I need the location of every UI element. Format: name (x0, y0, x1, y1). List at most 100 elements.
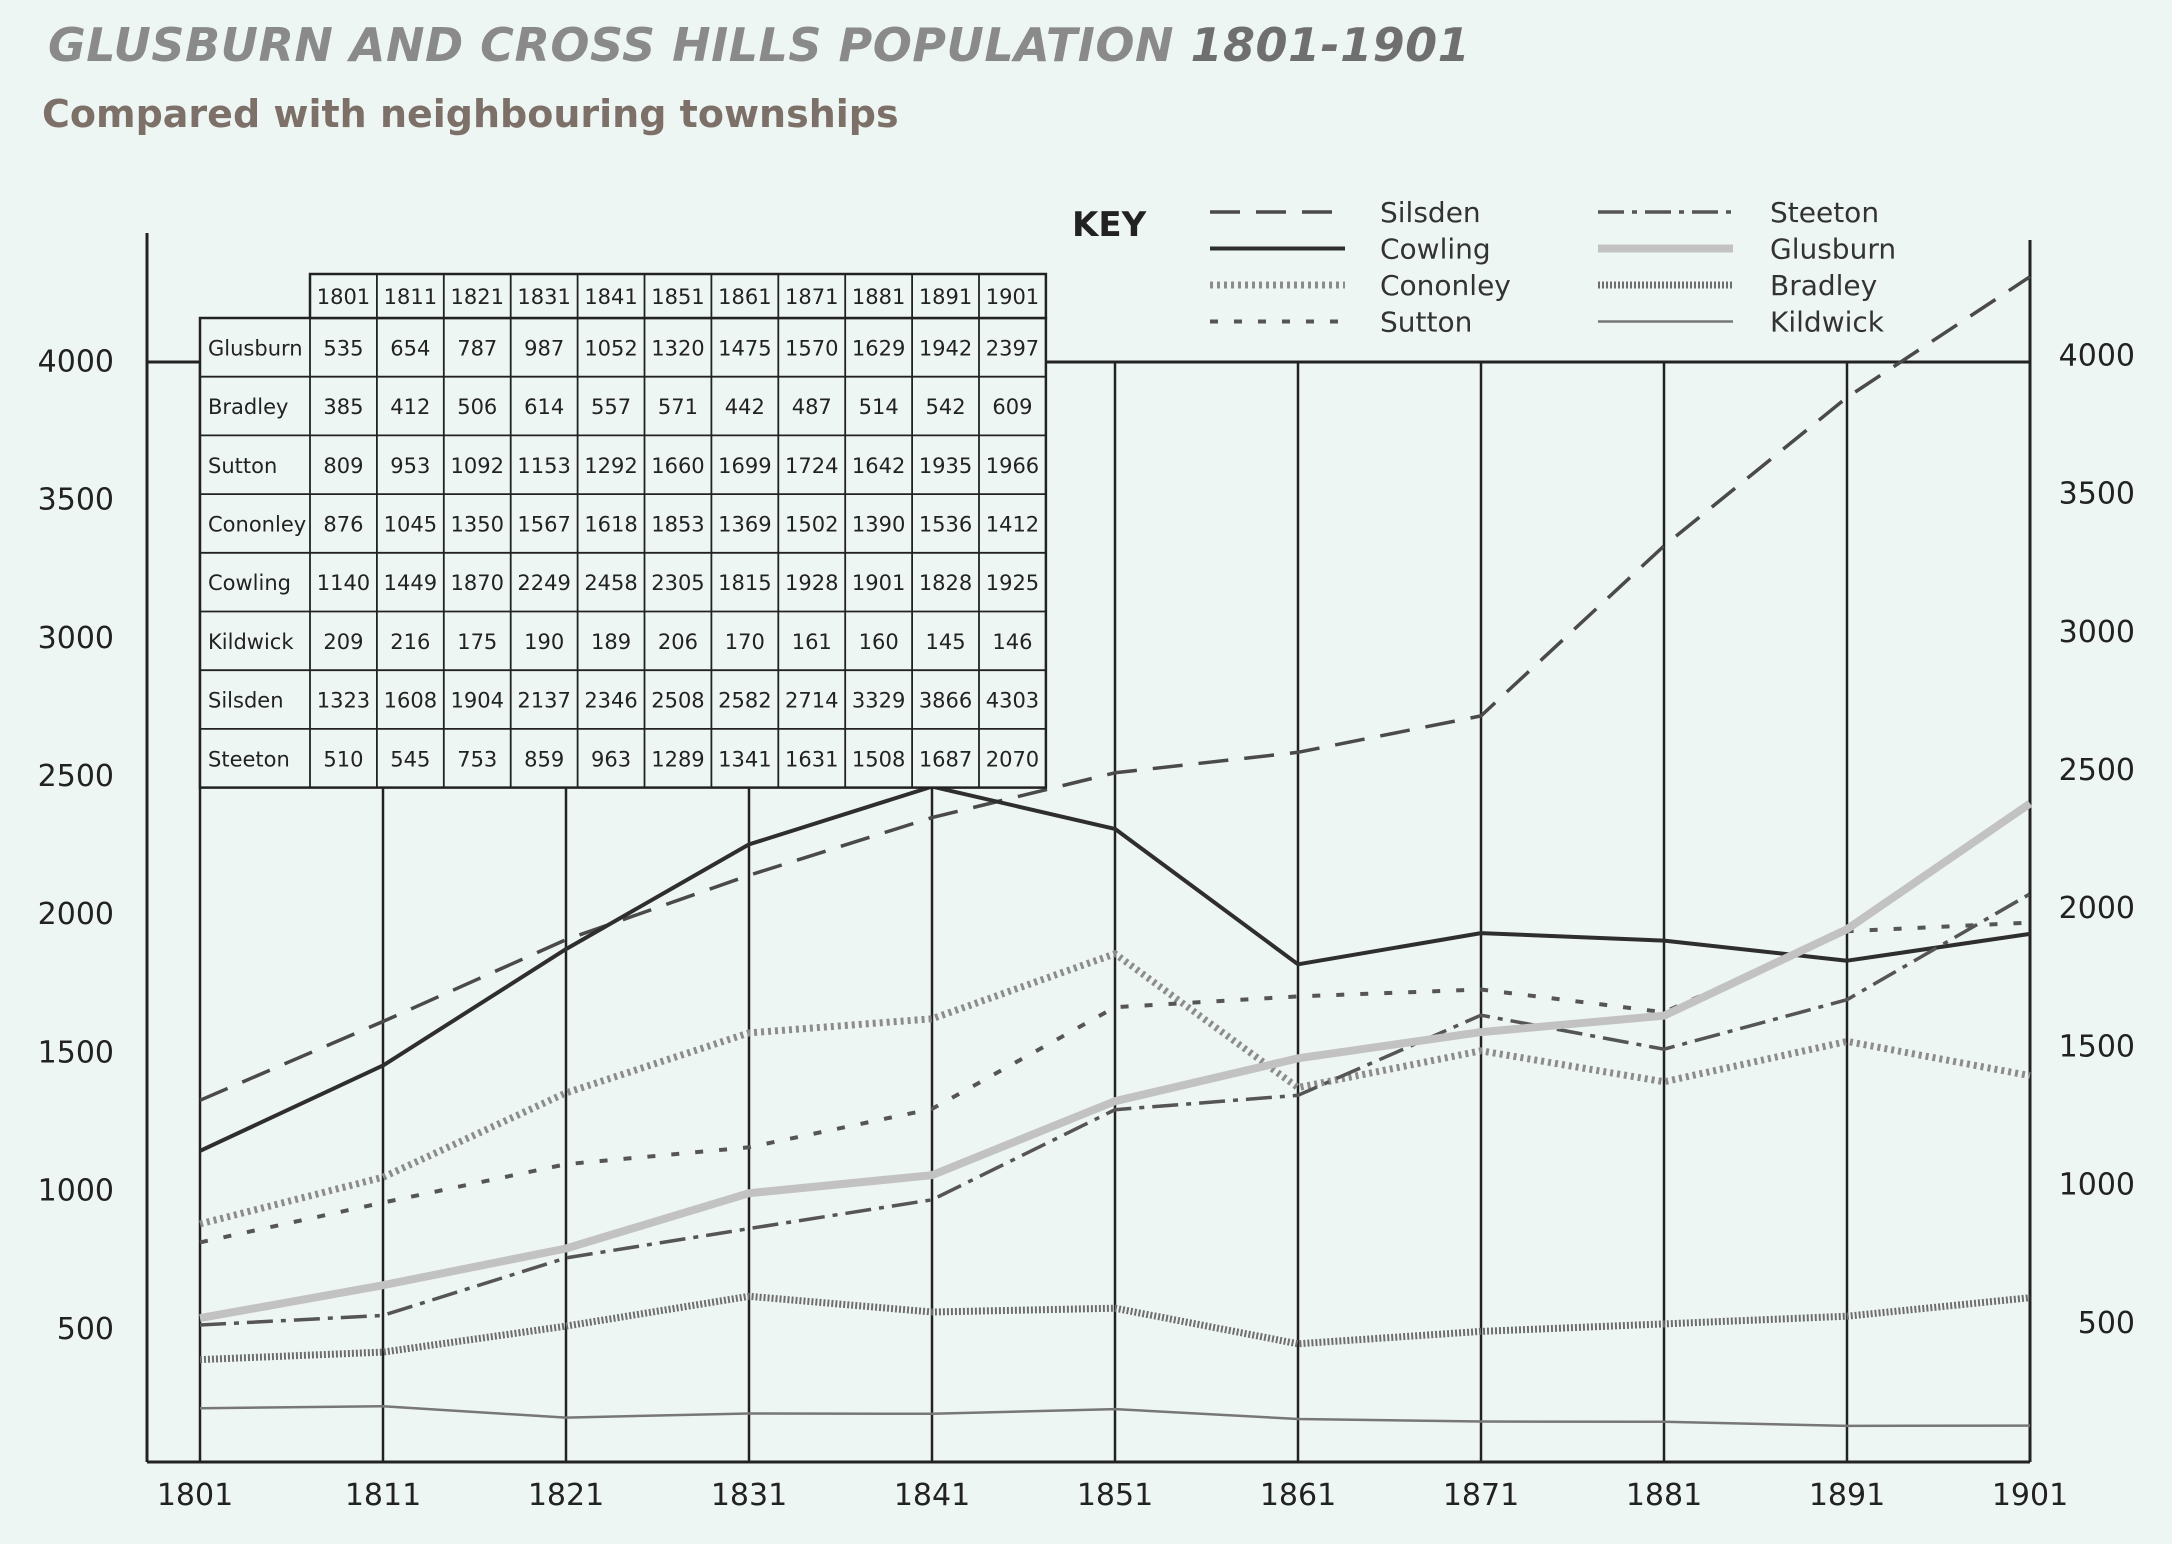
table-cell-sutton-1851: 1660 (651, 454, 704, 478)
x-tick-1891: 1891 (1809, 1478, 1885, 1513)
table-cell-cowling-1811: 1449 (384, 571, 437, 595)
table-cell-cononley-1851: 1853 (651, 512, 704, 536)
table-cell-glusburn-1881: 1629 (852, 336, 905, 360)
legend-label-glusburn: Glusburn (1770, 233, 1896, 266)
table-cell-bradley-1821: 506 (457, 395, 497, 419)
y-tick-left-3500: 3500 (38, 483, 114, 518)
x-tick-1811: 1811 (345, 1478, 421, 1513)
table-cell-bradley-1801: 385 (323, 395, 363, 419)
table-cell-kildwick-1811: 216 (390, 630, 430, 654)
table-cell-steeton-1871: 1631 (785, 747, 838, 771)
series-line-bradley (199, 1292, 2031, 1364)
table-cell-sutton-1841: 1292 (584, 454, 637, 478)
table-cell-steeton-1891: 1687 (919, 747, 972, 771)
table-cell-sutton-1861: 1699 (718, 454, 771, 478)
table-header-1821: 1821 (451, 285, 504, 309)
table-cell-silsden-1851: 2508 (651, 689, 704, 713)
table-cell-steeton-1821: 753 (457, 747, 497, 771)
table-cell-silsden-1901: 4303 (986, 689, 1039, 713)
table-cell-silsden-1871: 2714 (785, 689, 838, 713)
series-line-cononley (199, 950, 2031, 1228)
x-tick-1881: 1881 (1626, 1478, 1702, 1513)
table-cell-cononley-1891: 1536 (919, 512, 972, 536)
x-tick-1861: 1861 (1260, 1478, 1336, 1513)
table-cell-cowling-1851: 2305 (651, 571, 704, 595)
table-cell-kildwick-1891: 145 (926, 630, 966, 654)
series-line-kildwick (199, 1405, 2031, 1428)
y-tick-left-2000: 2000 (38, 897, 114, 932)
table-cell-bradley-1881: 514 (859, 395, 899, 419)
table-cell-silsden-1841: 2346 (584, 689, 637, 713)
table-cell-cononley-1821: 1350 (451, 512, 504, 536)
table-cell-cononley-1871: 1502 (785, 512, 838, 536)
table-cell-silsden-1831: 2137 (517, 689, 570, 713)
table-cell-cowling-1901: 1925 (986, 571, 1039, 595)
table-row-name-steeton: Steeton (208, 747, 290, 771)
x-tick-1871: 1871 (1443, 1478, 1519, 1513)
table-cell-silsden-1801: 1323 (317, 689, 370, 713)
legend-label-steeton: Steeton (1770, 196, 1879, 229)
y-tick-right-500: 500 (2078, 1306, 2135, 1341)
table-cell-bradley-1841: 557 (591, 395, 631, 419)
legend-label-kildwick: Kildwick (1770, 306, 1885, 339)
y-tick-right-2500: 2500 (2059, 753, 2135, 788)
table-header-1801: 1801 (317, 285, 370, 309)
y-tick-right-3000: 3000 (2059, 615, 2135, 650)
table-cell-glusburn-1851: 1320 (651, 336, 704, 360)
y-tick-left-1500: 1500 (38, 1035, 114, 1070)
series-lines (199, 275, 2033, 1428)
series-line-steeton (199, 892, 2031, 1327)
table-cell-kildwick-1861: 170 (725, 630, 765, 654)
table-cell-sutton-1831: 1153 (517, 454, 570, 478)
series-line-silsden (199, 275, 2031, 1102)
table-cell-bradley-1901: 609 (992, 395, 1032, 419)
table-header-row (308, 272, 1048, 320)
table-cell-cowling-1831: 2249 (517, 571, 570, 595)
table-cell-steeton-1851: 1289 (651, 747, 704, 771)
table-header-1891: 1891 (919, 285, 972, 309)
legend-label-cononley: Cononley (1380, 269, 1511, 302)
table-header-1861: 1861 (718, 285, 771, 309)
y-tick-right-2000: 2000 (2059, 891, 2135, 926)
table-header-1871: 1871 (785, 285, 838, 309)
table-header-1811: 1811 (384, 285, 437, 309)
table-cell-bradley-1891: 542 (926, 395, 966, 419)
table-cell-steeton-1841: 963 (591, 747, 631, 771)
x-tick-1821: 1821 (528, 1478, 604, 1513)
table-cell-cowling-1881: 1901 (852, 571, 905, 595)
table-cell-sutton-1811: 953 (390, 454, 430, 478)
y-tick-left-4000: 4000 (38, 344, 114, 379)
table-cell-sutton-1881: 1642 (852, 454, 905, 478)
chart-title: GLUSBURN AND CROSS HILLS POPULATION 1801… (48, 18, 1471, 72)
table-cell-kildwick-1801: 209 (323, 630, 363, 654)
y-tick-left-2500: 2500 (38, 759, 114, 794)
x-tick-1801: 1801 (157, 1478, 233, 1513)
table-cell-kildwick-1831: 190 (524, 630, 564, 654)
y-tick-left-3000: 3000 (38, 621, 114, 656)
table-cell-glusburn-1841: 1052 (584, 336, 637, 360)
table-row-name-cowling: Cowling (208, 571, 291, 595)
legend-label-cowling: Cowling (1380, 233, 1491, 266)
table-cell-cononley-1811: 1045 (384, 512, 437, 536)
series-line-glusburn (199, 800, 2033, 1323)
table-cell-steeton-1881: 1508 (852, 747, 905, 771)
x-tick-1851: 1851 (1077, 1478, 1153, 1513)
table-cell-cowling-1841: 2458 (584, 571, 637, 595)
table-row-name-cononley: Cononley (208, 512, 306, 536)
table-cell-steeton-1831: 859 (524, 747, 564, 771)
table-row-name-sutton: Sutton (208, 454, 277, 478)
table-cell-kildwick-1851: 206 (658, 630, 698, 654)
table-cell-cononley-1801: 876 (323, 512, 363, 536)
legend-title: KEY (1072, 205, 1147, 245)
table-cell-bradley-1831: 614 (524, 395, 564, 419)
table-cell-sutton-1821: 1092 (451, 454, 504, 478)
legend-label-sutton: Sutton (1380, 306, 1472, 339)
table-cell-cowling-1871: 1928 (785, 571, 838, 595)
table-cell-cowling-1801: 1140 (317, 571, 370, 595)
table-cell-silsden-1811: 1608 (384, 689, 437, 713)
table-cell-cononley-1831: 1567 (517, 512, 570, 536)
table-cell-kildwick-1881: 160 (859, 630, 899, 654)
table-cell-steeton-1901: 2070 (986, 747, 1039, 771)
